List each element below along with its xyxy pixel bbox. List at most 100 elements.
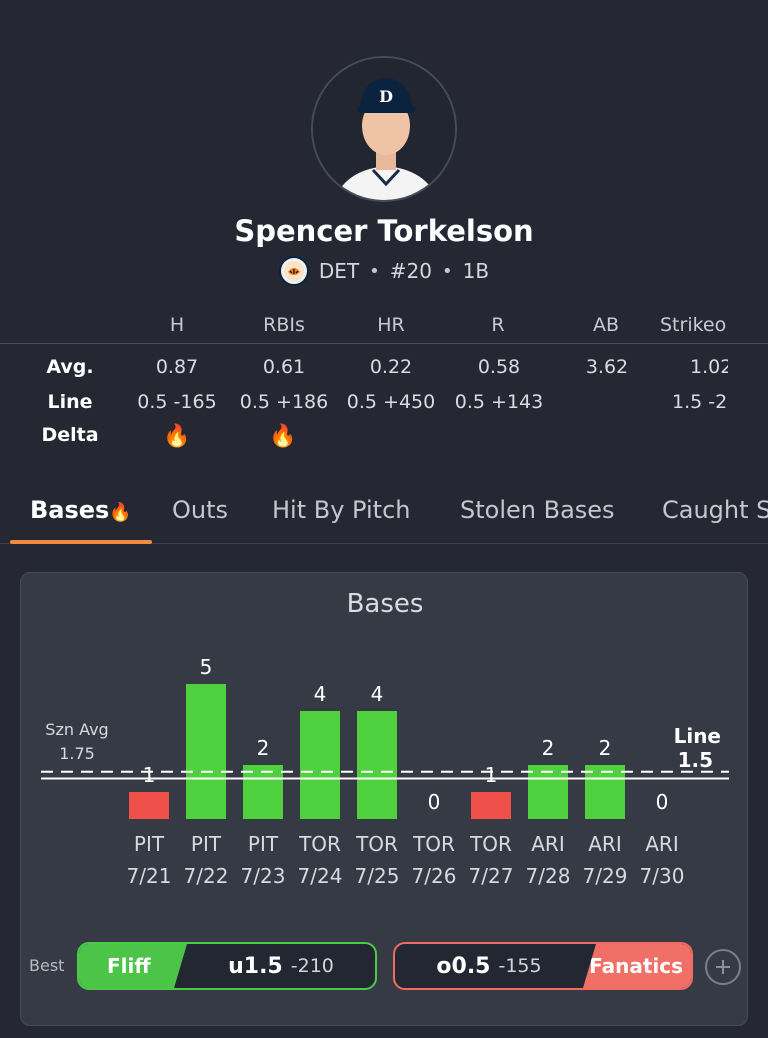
under-price: -210 bbox=[290, 955, 334, 977]
x-tick-opponent: TOR bbox=[298, 832, 341, 856]
under-odds: u1.5 -210 bbox=[187, 944, 375, 988]
x-tick-opponent: TOR bbox=[469, 832, 512, 856]
fanatics-book-label: Fanatics bbox=[583, 944, 691, 988]
row-label-line: Line bbox=[47, 391, 93, 413]
bar bbox=[585, 765, 625, 819]
x-tick-date: 7/24 bbox=[298, 864, 343, 888]
tab-outs[interactable]: Outs bbox=[172, 496, 229, 524]
x-tick-date: 7/26 bbox=[412, 864, 457, 888]
x-tick-date: 7/23 bbox=[241, 864, 286, 888]
avg-strikeouts: 1.02 bbox=[690, 356, 728, 378]
bar bbox=[300, 711, 340, 819]
bar-value-label: 1 bbox=[143, 763, 156, 787]
line-h: 0.5 -165 bbox=[137, 391, 217, 413]
line-rbis: 0.5 +186 bbox=[239, 391, 329, 413]
x-tick-opponent: TOR bbox=[355, 832, 398, 856]
col-strikeouts: Strikeo bbox=[660, 314, 727, 336]
plus-circle-icon[interactable] bbox=[705, 949, 741, 985]
active-tab-indicator bbox=[10, 540, 152, 544]
stats-divider bbox=[0, 343, 768, 344]
stat-tabs: Bases🔥 Outs Hit By Pitch Stolen Bases Ca… bbox=[0, 496, 768, 544]
stats-row-avg: Avg. 0.87 0.61 0.22 0.58 3.62 1.02 bbox=[0, 356, 768, 386]
player-meta: DET • #20 • 1B bbox=[0, 256, 768, 286]
x-tick-opponent: PIT bbox=[191, 832, 222, 856]
bar-value-label: 4 bbox=[371, 682, 384, 706]
avg-r: 0.58 bbox=[477, 356, 521, 378]
szn-avg-value: 1.75 bbox=[59, 744, 95, 763]
col-hr: HR bbox=[377, 314, 405, 336]
flame-icon: 🔥 bbox=[109, 502, 132, 523]
stats-header: H RBIs HR R AB Strikeo bbox=[0, 314, 768, 342]
separator-dot: • bbox=[369, 260, 380, 282]
best-under-bet[interactable]: Fliff u1.5 -210 bbox=[77, 942, 377, 990]
x-tick-opponent: ARI bbox=[645, 832, 678, 856]
bar-value-label: 0 bbox=[428, 790, 441, 814]
flame-icon: 🔥 bbox=[163, 424, 191, 449]
col-h: H bbox=[169, 314, 185, 336]
bar-value-label: 2 bbox=[257, 736, 270, 760]
best-label: Best bbox=[29, 956, 65, 975]
x-tick-date: 7/27 bbox=[469, 864, 514, 888]
col-rbis: RBIs bbox=[263, 314, 305, 336]
avg-hr: 0.22 bbox=[369, 356, 413, 378]
team-abbr: DET bbox=[318, 259, 360, 283]
fliff-book-label: Fliff bbox=[79, 944, 187, 988]
bar-value-label: 2 bbox=[599, 736, 612, 760]
bar bbox=[528, 765, 568, 819]
bar bbox=[243, 765, 283, 819]
svg-text:D: D bbox=[379, 87, 393, 106]
tab-divider bbox=[0, 543, 768, 544]
line-strikeouts: 1.5 -2 bbox=[672, 391, 728, 413]
x-tick-date: 7/25 bbox=[355, 864, 400, 888]
avg-rbis: 0.61 bbox=[262, 356, 306, 378]
tab-hit-by-pitch[interactable]: Hit By Pitch bbox=[272, 496, 411, 524]
best-over-bet[interactable]: o0.5 -155 Fanatics bbox=[393, 942, 693, 990]
over-line: o0.5 bbox=[436, 953, 491, 979]
tab-caught-stealing[interactable]: Caught S bbox=[662, 496, 768, 524]
avg-ab: 3.62 bbox=[585, 356, 629, 378]
tab-stolen-bases[interactable]: Stolen Bases bbox=[460, 496, 615, 524]
player-avatar: D bbox=[311, 56, 457, 202]
player-headshot-icon: D bbox=[313, 58, 455, 200]
x-tick-date: 7/28 bbox=[526, 864, 571, 888]
line-hr: 0.5 +450 bbox=[346, 391, 436, 413]
player-position: 1B bbox=[462, 259, 490, 283]
x-tick-opponent: ARI bbox=[531, 832, 564, 856]
x-tick-opponent: PIT bbox=[248, 832, 279, 856]
x-tick-date: 7/29 bbox=[583, 864, 628, 888]
col-ab: AB bbox=[592, 314, 620, 336]
flame-icon: 🔥 bbox=[269, 424, 297, 449]
bases-bar-chart: Szn Avg 1.75 Line 1.5 1 PIT 7/21 5 PIT 7/22 2 P… bbox=[41, 655, 729, 888]
x-tick-opponent: TOR bbox=[412, 832, 455, 856]
bar bbox=[357, 711, 397, 819]
tab-bases[interactable]: Bases🔥 bbox=[30, 496, 132, 524]
x-tick-date: 7/22 bbox=[184, 864, 229, 888]
x-tick-date: 7/21 bbox=[127, 864, 172, 888]
under-line: u1.5 bbox=[228, 953, 283, 979]
bar-value-label: 2 bbox=[542, 736, 555, 760]
over-price: -155 bbox=[498, 955, 542, 977]
bar-value-label: 1 bbox=[485, 763, 498, 787]
bar-value-label: 5 bbox=[200, 655, 213, 679]
x-tick-date: 7/30 bbox=[640, 864, 685, 888]
x-tick-opponent: PIT bbox=[134, 832, 165, 856]
szn-avg-label: Szn Avg bbox=[45, 720, 108, 739]
separator-dot: • bbox=[442, 260, 453, 282]
bar bbox=[186, 684, 226, 819]
bar bbox=[129, 792, 169, 819]
bar-value-label: 4 bbox=[314, 682, 327, 706]
line-label: Line bbox=[674, 724, 721, 748]
avg-h: 0.87 bbox=[155, 356, 199, 378]
line-value: 1.5 bbox=[678, 748, 713, 772]
tigers-logo-icon bbox=[278, 256, 309, 286]
bar-value-label: 0 bbox=[656, 790, 669, 814]
col-r: R bbox=[491, 314, 505, 336]
bases-chart-card: Bases Szn Avg 1.75 Line 1.5 1 PIT 7/21 5 PIT… bbox=[20, 572, 748, 1026]
jersey-number: #20 bbox=[389, 259, 433, 283]
chart-title: Bases bbox=[346, 589, 424, 619]
row-label-delta: Delta bbox=[41, 424, 99, 446]
row-label-avg: Avg. bbox=[46, 356, 94, 378]
stats-row-delta: Delta 🔥 🔥 bbox=[0, 424, 768, 454]
x-tick-opponent: ARI bbox=[588, 832, 621, 856]
line-r: 0.5 +143 bbox=[454, 391, 544, 413]
